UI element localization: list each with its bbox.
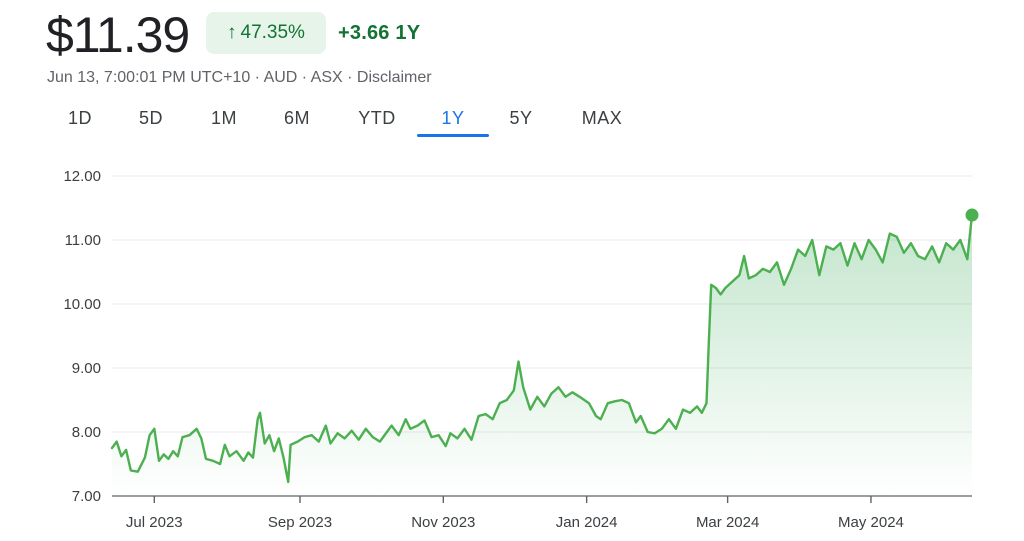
price-line — [110, 213, 974, 484]
quote-timestamp-info: Jun 13, 7:00:01 PM UTC+10 · AUD · ASX · — [47, 69, 357, 86]
y-tick-label: 11.00 — [65, 232, 101, 249]
x-tick-label: May 2024 — [838, 514, 904, 531]
tab-1y[interactable]: 1Y — [417, 104, 489, 137]
quote-meta: Jun 13, 7:00:01 PM UTC+10 · AUD · ASX · … — [47, 67, 432, 89]
x-tick-label: Mar 2024 — [696, 514, 759, 531]
tab-max[interactable]: MAX — [581, 108, 623, 128]
percent-change-badge: ↑ 47.35% — [206, 12, 326, 54]
absolute-change: +3.66 1Y — [338, 19, 420, 47]
absolute-change-value: +3.66 — [338, 22, 390, 44]
tab-1m[interactable]: 1M — [210, 108, 237, 128]
arrow-up-icon: ↑ — [227, 22, 237, 43]
tab-1d[interactable]: 1D — [67, 108, 92, 128]
tab-5y[interactable]: 5Y — [509, 108, 533, 128]
x-tick-label: Sep 2023 — [268, 514, 332, 531]
last-price-point — [965, 208, 979, 222]
y-tick-label: 10.00 — [63, 296, 101, 313]
range-tabs: 1D 5D 1M 6M YTD 1Y 5Y MAX — [0, 104, 700, 138]
absolute-change-period: 1Y — [395, 22, 421, 44]
x-tick-label: Jul 2023 — [126, 514, 183, 531]
y-tick-label: 12.00 — [63, 168, 101, 185]
y-tick-label: 8.00 — [72, 424, 101, 441]
percent-change-value: 47.35% — [240, 22, 305, 43]
x-tick-label: Nov 2023 — [411, 514, 475, 531]
price-area-fill — [112, 215, 972, 496]
tab-5d[interactable]: 5D — [138, 108, 163, 128]
y-tick-label: 7.00 — [72, 488, 101, 505]
current-price: $11.39 — [46, 7, 190, 63]
tab-ytd[interactable]: YTD — [358, 108, 396, 128]
x-tick-label: Jan 2024 — [556, 514, 618, 531]
tab-6m[interactable]: 6M — [283, 108, 310, 128]
y-tick-label: 9.00 — [72, 360, 101, 377]
disclaimer-link[interactable]: Disclaimer — [356, 69, 432, 86]
